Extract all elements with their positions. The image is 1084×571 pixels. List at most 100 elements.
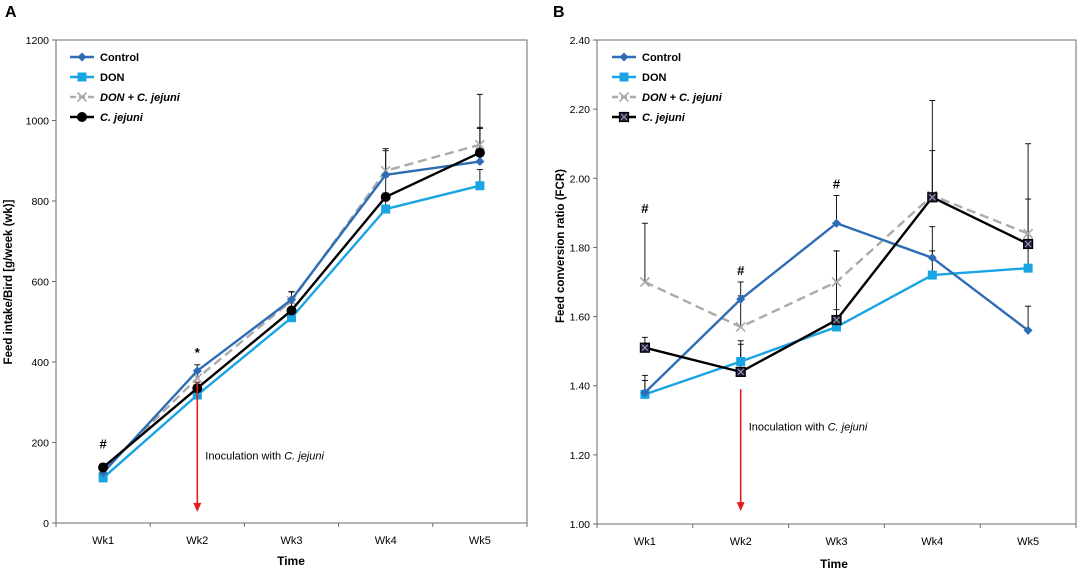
- panel-b-legend-entry: Control: [612, 52, 681, 64]
- panel-b-legend-marker: [619, 72, 629, 82]
- panel-a-data-point: [98, 462, 109, 473]
- panel-a-data-point: [474, 139, 485, 150]
- panel-a-legend-label: Control: [100, 52, 139, 64]
- panel-a-x-tick-label: Wk4: [375, 535, 397, 547]
- panel-b-legend-marker: [618, 91, 630, 103]
- panel-b-data-point: [736, 294, 746, 304]
- panel-b-significance-mark: #: [641, 201, 649, 216]
- panel-b-x-tick-label: Wk5: [1017, 536, 1039, 548]
- panel-a-data-point: [287, 295, 296, 305]
- panel-a-y-tick-label: 0: [43, 518, 49, 530]
- panel-a-x-tick-label: Wk1: [92, 535, 114, 547]
- panel-b-y-tick-label: 2.20: [570, 104, 591, 116]
- panel-b-legend-marker: [619, 52, 629, 62]
- panel-a-x-tick-label: Wk3: [281, 535, 303, 547]
- panel-a-legend-marker: [77, 112, 87, 122]
- panel-b-legend-label: DON + C. jejuni: [642, 92, 723, 104]
- panel-b-data-point: [735, 321, 746, 333]
- panel-b-data-point: [639, 342, 651, 353]
- panel-a-data-point: [381, 204, 391, 214]
- panel-b-significance-mark: #: [833, 177, 841, 192]
- panel-a-data-point: [475, 181, 485, 191]
- panel-b-y-tick-label: 1.20: [570, 450, 591, 462]
- panel-a-legend-entry: DON: [70, 72, 125, 84]
- panel-b-legend-label: C. jejuni: [642, 112, 686, 124]
- panel-a-y-tick-label: 1000: [26, 116, 50, 128]
- panel-b-legend-label: Control: [642, 52, 681, 64]
- panel-b-x-tick-label: Wk3: [826, 536, 848, 548]
- panel-a-data-point: [474, 147, 485, 158]
- panel-b-y-tick-label: 1.60: [570, 312, 591, 324]
- panel-b-data-point: [639, 276, 650, 288]
- panel-b-y-tick-label: 2.40: [570, 35, 591, 47]
- panel-b-error-bar: [833, 250, 840, 321]
- panel-a-legend-marker: [77, 52, 87, 62]
- panel-a-error-bar: [382, 148, 389, 171]
- panel-b-data-point: [927, 270, 937, 280]
- panel-a-x-tick-label: Wk2: [186, 535, 208, 547]
- panel-b-data-point: [831, 314, 842, 326]
- panel-b-error-bar: [1025, 143, 1032, 244]
- panel-b-data-point: [735, 366, 746, 377]
- panel-a-legend-marker: [76, 91, 88, 103]
- panel-b-error-bar: [641, 222, 648, 282]
- panel-a-legend-entry: DON + C. jejuni: [70, 91, 181, 104]
- panel-b-data-point: [1023, 263, 1033, 273]
- panel-b-significance-mark: #: [737, 263, 745, 278]
- panel-a-data-point: [98, 473, 108, 483]
- panel-a-legend-label: C. jejuni: [100, 112, 144, 124]
- panel-b-data-point: [736, 357, 746, 367]
- panel-a-data-point: [287, 313, 296, 323]
- panel-b-data-point: [832, 218, 841, 228]
- panel-b-x-tick-label: Wk2: [730, 536, 752, 548]
- panel-b-y-axis-title: Feed conversion ratio (FCR): [555, 169, 567, 323]
- panel-a: A Feed intake/Bird [g/week (wk)] Time 0 2…: [3, 4, 528, 568]
- panel-b-x-axis-title: Time: [820, 557, 848, 571]
- panel-a-data-point: [192, 366, 202, 376]
- panel-a-y-tick-label: 1200: [26, 35, 50, 47]
- panel-a-y-tick-label: 200: [31, 438, 49, 450]
- panel-b-legend-entry: C. jejuni: [612, 111, 686, 124]
- panel-a-series-line: [102, 184, 481, 479]
- panel-b-x-tick-label: Wk4: [921, 536, 943, 548]
- panel-a-legend-entry: Control: [70, 52, 139, 64]
- panel-b-data-point: [832, 322, 841, 332]
- panel-b-legend-marker: [618, 111, 630, 123]
- panel-b-data-point: [1023, 325, 1033, 335]
- panel-a-legend-marker: [77, 72, 87, 82]
- panel-b-inoculation-label: Inoculation with C. jejuni: [749, 422, 868, 434]
- panel-a-x-axis-title: Time: [277, 554, 305, 568]
- panel-b-legend-entry: DON + C. jejuni: [612, 91, 723, 104]
- panel-b-data-point: [640, 388, 650, 398]
- panel-a-data-point: [475, 157, 485, 167]
- panel-a-significance-mark: #: [99, 437, 107, 452]
- panel-b-y-tick-label: 2.00: [570, 173, 591, 185]
- panel-a-label: A: [5, 4, 17, 21]
- panel-b-data-point: [831, 276, 842, 288]
- panel-b-data-point: [1022, 238, 1034, 250]
- panel-b-y-tick-label: 1.00: [570, 519, 591, 531]
- panel-b-legend-entry: DON: [612, 72, 667, 84]
- panel-a-y-tick-label: 600: [31, 277, 49, 289]
- panel-b-data-point: [1023, 228, 1034, 239]
- panel-b-legend-label: DON: [642, 72, 667, 84]
- panel-a-significance-mark: *: [195, 345, 201, 360]
- panel-b: B Feed conversion ratio (FCR) Time 1.00 1…: [553, 4, 1077, 571]
- panel-b-error-bar: [929, 100, 936, 198]
- panel-b-error-bar: [833, 195, 840, 224]
- panel-a-legend-label: DON + C. jejuni: [100, 92, 181, 104]
- panel-a-y-axis-title: Feed intake/Bird [g/week (wk)]: [3, 199, 15, 364]
- panel-b-y-tick-label: 1.40: [570, 381, 591, 393]
- panel-b-label: B: [553, 4, 565, 21]
- panel-b-y-tick-label: 1.80: [570, 242, 591, 254]
- panel-a-legend-entry: C. jejuni: [70, 112, 144, 124]
- panel-a-data-point: [380, 191, 391, 202]
- panel-b-data-point: [927, 192, 938, 203]
- panel-a-x-tick-label: Wk5: [469, 535, 491, 547]
- panel-b-plot-frame: [596, 39, 1077, 525]
- panel-a-inoculation-label: Inoculation with C. jejuni: [205, 450, 324, 462]
- panel-b-inoculation-arrow: [736, 389, 745, 512]
- panel-a-data-point: [286, 305, 297, 316]
- panel-b-data-point: [927, 253, 937, 263]
